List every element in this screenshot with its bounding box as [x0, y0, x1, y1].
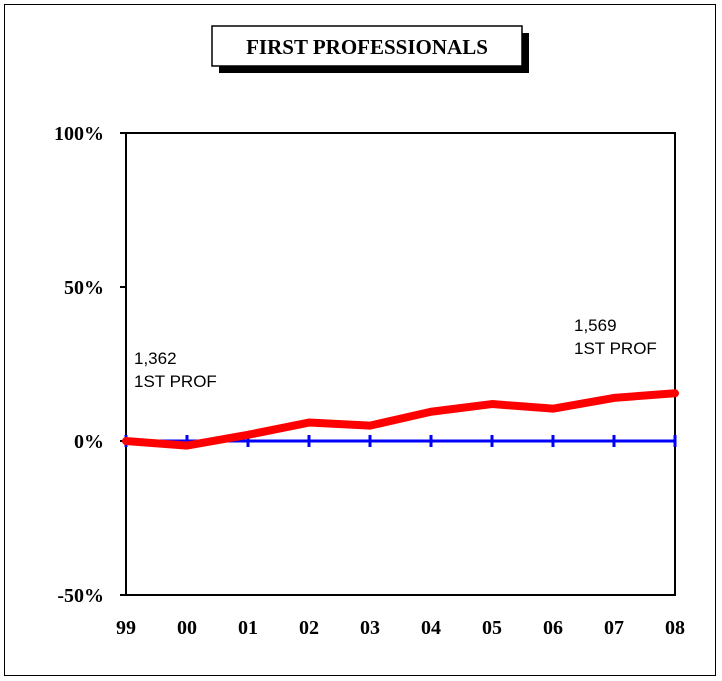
annotation-start: 1,362 1ST PROF	[134, 349, 217, 391]
annotation-end-value: 1,569	[574, 316, 617, 335]
y-tick-label: 100%	[54, 123, 104, 145]
plot-area	[125, 132, 676, 596]
annotation-end: 1,569 1ST PROF	[574, 316, 657, 358]
x-tick-label: 06	[543, 617, 563, 639]
x-tick-label: 05	[482, 617, 502, 639]
y-tick-label: -50%	[57, 585, 104, 607]
x-tick-label: 08	[665, 617, 685, 639]
series-group	[122, 389, 679, 450]
chart-title: FIRST PROFESSIONALS	[246, 35, 488, 59]
x-tick-label: 02	[299, 617, 319, 639]
x-tick-label: 04	[421, 617, 441, 639]
annotation-start-label: 1ST PROF	[134, 372, 217, 391]
x-tick-label: 03	[360, 617, 380, 639]
x-axis: 99 00 01 02 03 04 05 06 07 08	[116, 617, 685, 639]
annotation-end-label: 1ST PROF	[574, 339, 657, 358]
annotation-start-value: 1,362	[134, 349, 177, 368]
x-tick-label: 07	[604, 617, 624, 639]
x-tick-label: 00	[177, 617, 197, 639]
y-tick-label: 0%	[74, 431, 104, 453]
x-tick-label: 01	[238, 617, 258, 639]
x-tick-label: 99	[116, 617, 136, 639]
chart-frame	[4, 4, 716, 676]
series-line	[122, 389, 679, 450]
y-axis: 100% 50% 0% -50%	[54, 123, 126, 607]
title-frame	[211, 25, 523, 67]
title-box: FIRST PROFESSIONALS	[211, 25, 529, 73]
y-tick-label: 50%	[64, 277, 104, 299]
